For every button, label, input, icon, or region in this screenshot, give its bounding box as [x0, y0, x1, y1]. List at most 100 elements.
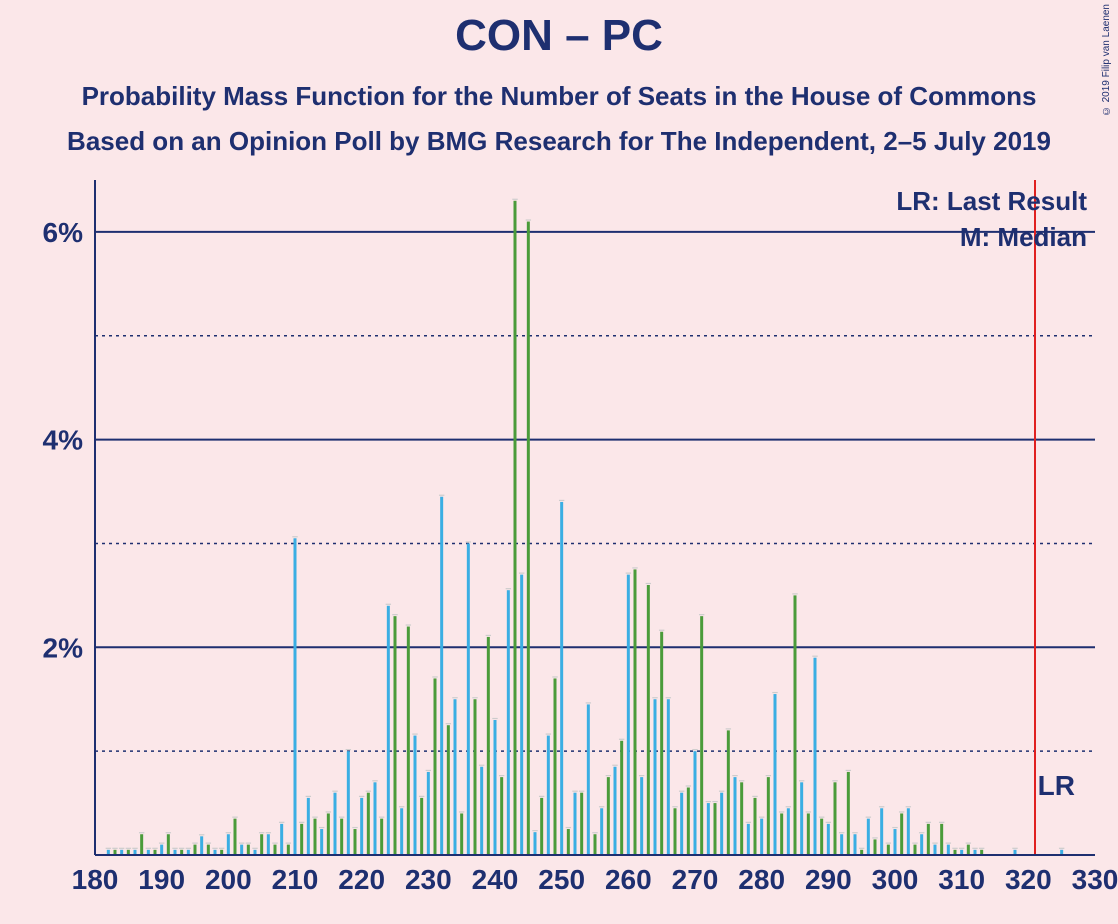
bar: [367, 793, 370, 855]
bar: [827, 824, 830, 855]
bar: [467, 543, 470, 855]
bar: [520, 575, 523, 855]
bar: [374, 782, 377, 855]
legend-m: M: Median: [960, 222, 1087, 252]
bar: [414, 736, 417, 855]
x-tick-label: 260: [605, 864, 652, 895]
bar: [620, 741, 623, 855]
x-tick-label: 210: [272, 864, 319, 895]
bar: [907, 808, 910, 855]
bar: [320, 829, 323, 855]
bar: [874, 839, 877, 855]
bar: [654, 699, 657, 855]
bar: [640, 777, 643, 855]
bar: [774, 694, 777, 855]
bar: [760, 819, 763, 855]
bar: [234, 819, 237, 855]
bar: [474, 699, 477, 855]
bar: [200, 836, 203, 855]
bar: [667, 699, 670, 855]
bar: [794, 595, 797, 855]
bar: [547, 736, 550, 855]
bar: [194, 845, 197, 855]
copyright-text: © 2019 Filip van Laenen: [1101, 4, 1112, 116]
bar: [927, 824, 930, 855]
bar: [487, 637, 490, 855]
bar: [507, 590, 510, 855]
x-tick-label: 200: [205, 864, 252, 895]
bar: [560, 502, 563, 855]
bar: [434, 678, 437, 855]
x-tick-label: 190: [138, 864, 185, 895]
bar: [340, 819, 343, 855]
bar: [300, 824, 303, 855]
bar: [267, 834, 270, 855]
y-tick-label: 6%: [43, 217, 84, 248]
x-tick-label: 290: [805, 864, 852, 895]
bar: [720, 793, 723, 855]
bar: [327, 813, 330, 855]
bar: [754, 798, 757, 855]
bar: [600, 808, 603, 855]
bar: [807, 813, 810, 855]
chart-title: CON – PC: [455, 11, 663, 60]
bar: [280, 824, 283, 855]
bar: [674, 808, 677, 855]
bar: [887, 845, 890, 855]
x-tick-label: 230: [405, 864, 452, 895]
bar: [360, 798, 363, 855]
bar: [894, 829, 897, 855]
bar: [380, 819, 383, 855]
bar: [854, 834, 857, 855]
bar: [694, 751, 697, 855]
bar: [687, 788, 690, 856]
bar: [767, 777, 770, 855]
bar: [634, 569, 637, 855]
bar: [834, 782, 837, 855]
bar: [454, 699, 457, 855]
legend-lr: LR: Last Result: [896, 186, 1087, 216]
bar: [140, 834, 143, 855]
bar: [580, 793, 583, 855]
x-tick-label: 330: [1072, 864, 1118, 895]
bar: [647, 585, 650, 855]
bar: [334, 793, 337, 855]
bar: [394, 616, 397, 855]
bar: [160, 845, 163, 855]
x-tick-label: 250: [538, 864, 585, 895]
chart-subtitle-2: Based on an Opinion Poll by BMG Research…: [67, 126, 1051, 156]
x-tick-label: 300: [872, 864, 919, 895]
bar: [940, 824, 943, 855]
bar: [207, 845, 210, 855]
bar: [727, 730, 730, 855]
bar: [787, 808, 790, 855]
x-tick-label: 270: [672, 864, 719, 895]
bar: [240, 845, 243, 855]
bar: [840, 834, 843, 855]
bar: [594, 834, 597, 855]
chart-svg: CON – PCProbability Mass Function for th…: [0, 0, 1118, 924]
bar: [934, 845, 937, 855]
x-tick-label: 220: [338, 864, 385, 895]
bar: [847, 772, 850, 855]
bar: [587, 704, 590, 855]
bar: [747, 824, 750, 855]
bar: [227, 834, 230, 855]
bar: [554, 678, 557, 855]
bar: [387, 606, 390, 855]
bar: [734, 777, 737, 855]
x-tick-label: 310: [938, 864, 985, 895]
bar: [527, 222, 530, 855]
bar: [294, 538, 297, 855]
bar: [534, 832, 537, 855]
bar: [700, 616, 703, 855]
bar: [574, 793, 577, 855]
bar: [314, 819, 317, 855]
x-tick-label: 280: [738, 864, 785, 895]
bar: [400, 808, 403, 855]
bar: [167, 834, 170, 855]
bar: [514, 201, 517, 855]
bar: [820, 819, 823, 855]
lr-label: LR: [1038, 770, 1075, 801]
bar: [500, 777, 503, 855]
